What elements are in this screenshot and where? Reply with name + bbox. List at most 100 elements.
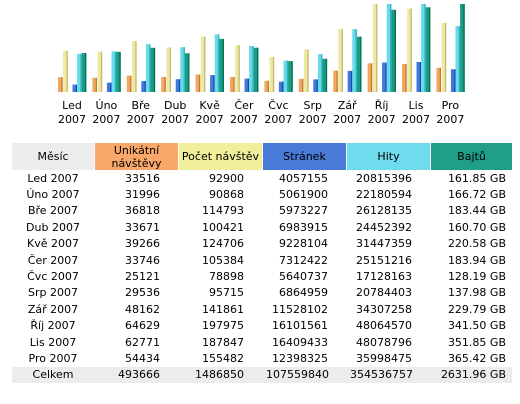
bar-shade: [291, 61, 293, 92]
bar-hity-9: [386, 4, 392, 92]
bar-shade: [75, 84, 78, 92]
bar-bajtů-10: [425, 7, 431, 92]
bar-hity-5: [249, 46, 254, 92]
x-tick-month: Čer: [235, 99, 254, 112]
bar-bajtů-2: [150, 47, 156, 92]
bar-bajtů-11: [460, 4, 465, 92]
bar-shade: [325, 58, 328, 92]
table-cell: 54434: [125, 351, 160, 365]
table-cell: Led 2007: [27, 171, 79, 185]
bar-stránek-7: [313, 79, 318, 92]
table-cell: 161.85 GB: [447, 171, 506, 185]
table-cell: 22180594: [356, 188, 412, 202]
bar-stránek-0: [72, 84, 78, 92]
x-tick-year: 2007: [436, 113, 464, 126]
bar-shade: [144, 81, 146, 92]
bar-shade: [355, 29, 357, 92]
bar-shade: [119, 51, 121, 92]
bar-počet-návštěv-3: [166, 47, 171, 92]
table-cell: 31447359: [356, 237, 412, 251]
table-cell: 1486850: [178, 366, 262, 384]
bar-stránek-11: [450, 69, 456, 92]
table-row: Úno 2007 31996 90868 5061900 22180594 166.72 …: [12, 186, 512, 202]
x-tick-year: 2007: [264, 113, 292, 126]
bar-shade: [95, 77, 97, 92]
bar-stránek-9: [382, 62, 387, 92]
bar-shade: [204, 36, 206, 92]
table-cell: 12398325: [272, 351, 328, 365]
bar-stránek-1: [106, 82, 112, 92]
table-cell: 6983915: [279, 220, 328, 234]
table-cell: 4057155: [279, 171, 328, 185]
table-cell: 34307258: [356, 302, 412, 316]
table-cell: 5061900: [279, 188, 328, 202]
bar-bajtů-7: [322, 58, 328, 92]
table-row: Dub 2007 33671 100421 6983915 24452392 160.70…: [12, 219, 512, 235]
column-header-0: Měsíc: [12, 143, 94, 170]
table-cell: 26128135: [356, 204, 412, 218]
bar-počet-návštěv-7: [304, 49, 309, 92]
column-header-5: Bajtů: [430, 143, 512, 170]
bar-shade: [198, 74, 201, 92]
bar-unikátní-návštěvy-3: [161, 77, 166, 92]
table-cell: 5640737: [279, 270, 328, 284]
bar-shade: [135, 41, 137, 92]
bar-shade: [316, 79, 318, 92]
bar-hity-4: [214, 34, 220, 92]
x-tick-year: 2007: [333, 113, 361, 126]
bar-shade: [341, 28, 343, 92]
bar-stránek-5: [244, 78, 250, 92]
bar-shade: [405, 64, 407, 92]
bar-shade: [66, 50, 68, 92]
table-cell: 2631.96 GB: [430, 366, 512, 384]
bar-shade: [213, 75, 215, 92]
column-header-1: Unikátní návštěvy: [94, 143, 178, 170]
bar-shade: [169, 47, 171, 92]
bar-shade: [307, 49, 309, 92]
x-tick-month: Kvě: [199, 99, 220, 112]
table-cell: 128.19 GB: [447, 270, 506, 284]
table-cell: Kvě 2007: [27, 237, 79, 251]
table-cell: 137.98 GB: [447, 286, 506, 300]
bar-bajtů-1: [116, 51, 121, 92]
table-cell: 493666: [94, 366, 178, 384]
table-cell: 124706: [202, 237, 244, 251]
bar-hity-1: [111, 51, 117, 92]
table-cell: 365.42 GB: [447, 351, 506, 365]
bar-shade: [238, 45, 240, 92]
x-tick-month: Zář: [338, 99, 357, 112]
table-cell: 29536: [125, 286, 160, 300]
bar-shade: [424, 4, 426, 92]
table-cell: 183.94 GB: [447, 253, 506, 267]
bar-unikátní-návštěvy-10: [402, 64, 407, 92]
bar-shade: [321, 54, 323, 92]
table-cell: 220.58 GB: [447, 237, 506, 251]
table-cell: 24452392: [356, 220, 412, 234]
bar-stránek-6: [278, 81, 284, 92]
table-cell: 36818: [125, 204, 160, 218]
bar-shade: [444, 22, 447, 92]
bar-shade: [179, 79, 181, 92]
bar-bajtů-0: [81, 53, 87, 92]
table-cell: Srp 2007: [28, 286, 78, 300]
bar-hity-6: [283, 60, 289, 92]
x-tick-year: 2007: [92, 113, 120, 126]
table-cell: Dub 2007: [26, 220, 80, 234]
table-cell: 105384: [202, 253, 244, 267]
bar-shade: [282, 81, 284, 92]
bar-počet-návštěv-8: [338, 28, 343, 92]
table-cell: Čvc 2007: [27, 270, 79, 284]
table-cell: 39266: [125, 237, 160, 251]
table-cell: 9228104: [279, 237, 328, 251]
bar-hity-11: [455, 26, 461, 93]
bar-shade: [267, 80, 269, 92]
monthly-bar-chart: Led2007Úno2007Bře2007Dub2007Kvě2007Čer20…: [58, 4, 465, 126]
table-cell: 6864959: [279, 286, 328, 300]
bar-unikátní-návštěvy-7: [298, 78, 304, 92]
table-row: Čer 2007 33746 105384 7312422 25151216 183.94…: [12, 252, 512, 268]
table-row: Čvc 2007 25121 78898 5640737 17128163 128.19 …: [12, 268, 512, 284]
bar-počet-návštěv-0: [63, 50, 68, 92]
bar-unikátní-návštěvy-11: [436, 67, 441, 92]
bar-shade: [247, 78, 250, 92]
bar-stránek-3: [175, 79, 181, 92]
